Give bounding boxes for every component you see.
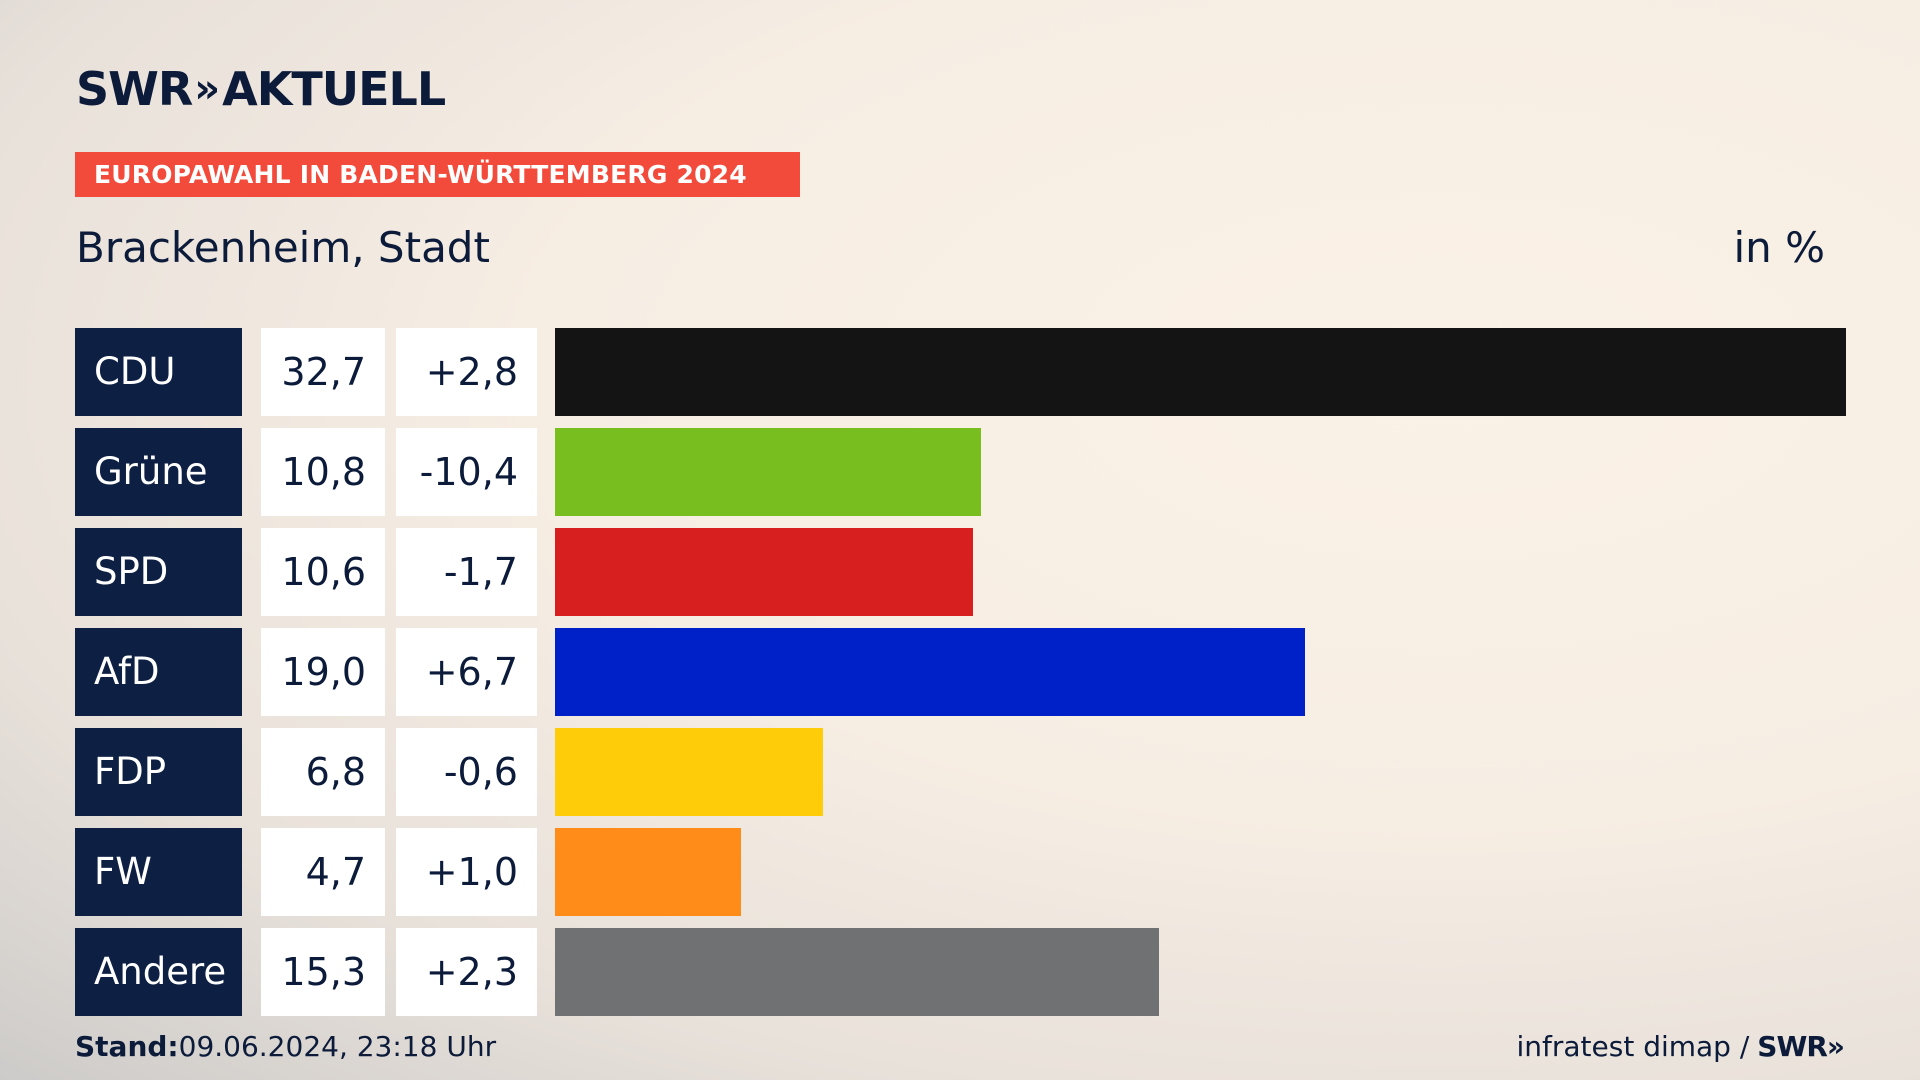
source-credit: infratest dimap / SWR» [1516, 1030, 1845, 1063]
diff-label: +2,3 [396, 928, 537, 1016]
result-bar [555, 728, 823, 816]
party-label: SPD [75, 528, 242, 616]
result-row: FW 4,7 +1,0 [75, 828, 1846, 916]
party-label: FDP [75, 728, 242, 816]
stand-label: Stand: [75, 1030, 179, 1063]
unit-label: in % [1733, 223, 1825, 272]
election-banner: EUROPAWAHL IN BADEN-WÜRTTEMBERG 2024 [75, 152, 800, 197]
diff-label: +2,8 [396, 328, 537, 416]
result-row: Andere 15,3 +2,3 [75, 928, 1846, 1016]
party-label: FW [75, 828, 242, 916]
result-bar [555, 428, 981, 516]
diff-label: -0,6 [396, 728, 537, 816]
logo-swr: SWR [76, 62, 193, 116]
diff-label: -10,4 [396, 428, 537, 516]
value-label: 10,6 [261, 528, 385, 616]
result-row: SPD 10,6 -1,7 [75, 528, 1846, 616]
value-label: 19,0 [261, 628, 385, 716]
result-row: CDU 32,7 +2,8 [75, 328, 1846, 416]
party-label: CDU [75, 328, 242, 416]
diff-label: -1,7 [396, 528, 537, 616]
result-row: Grüne 10,8 -10,4 [75, 428, 1846, 516]
result-row: FDP 6,8 -0,6 [75, 728, 1846, 816]
source-text: infratest dimap / [1516, 1030, 1750, 1063]
result-bar [555, 928, 1159, 1016]
value-label: 6,8 [261, 728, 385, 816]
source-swr-logo: SWR» [1757, 1030, 1845, 1063]
swr-aktuell-logo: SWR » AKTUELL [76, 62, 446, 116]
party-label: Andere [75, 928, 242, 1016]
value-label: 10,8 [261, 428, 385, 516]
logo-aktuell: AKTUELL [222, 62, 446, 116]
party-label: AfD [75, 628, 242, 716]
result-bar [555, 628, 1305, 716]
value-label: 15,3 [261, 928, 385, 1016]
diff-label: +1,0 [396, 828, 537, 916]
logo-chevron-icon: » [194, 66, 220, 112]
result-row: AfD 19,0 +6,7 [75, 628, 1846, 716]
stand-value: 09.06.2024, 23:18 Uhr [178, 1030, 497, 1063]
value-label: 4,7 [261, 828, 385, 916]
timestamp: Stand:09.06.2024, 23:18 Uhr [75, 1030, 496, 1063]
value-label: 32,7 [261, 328, 385, 416]
results-chart: CDU 32,7 +2,8 Grüne 10,8 -10,4 SPD 10,6 -1,7 AfD 1… [75, 328, 1846, 1016]
diff-label: +6,7 [396, 628, 537, 716]
location-title: Brackenheim, Stadt [76, 223, 490, 272]
party-label: Grüne [75, 428, 242, 516]
result-bar [555, 528, 973, 616]
result-bar [555, 828, 741, 916]
result-bar [555, 328, 1846, 416]
